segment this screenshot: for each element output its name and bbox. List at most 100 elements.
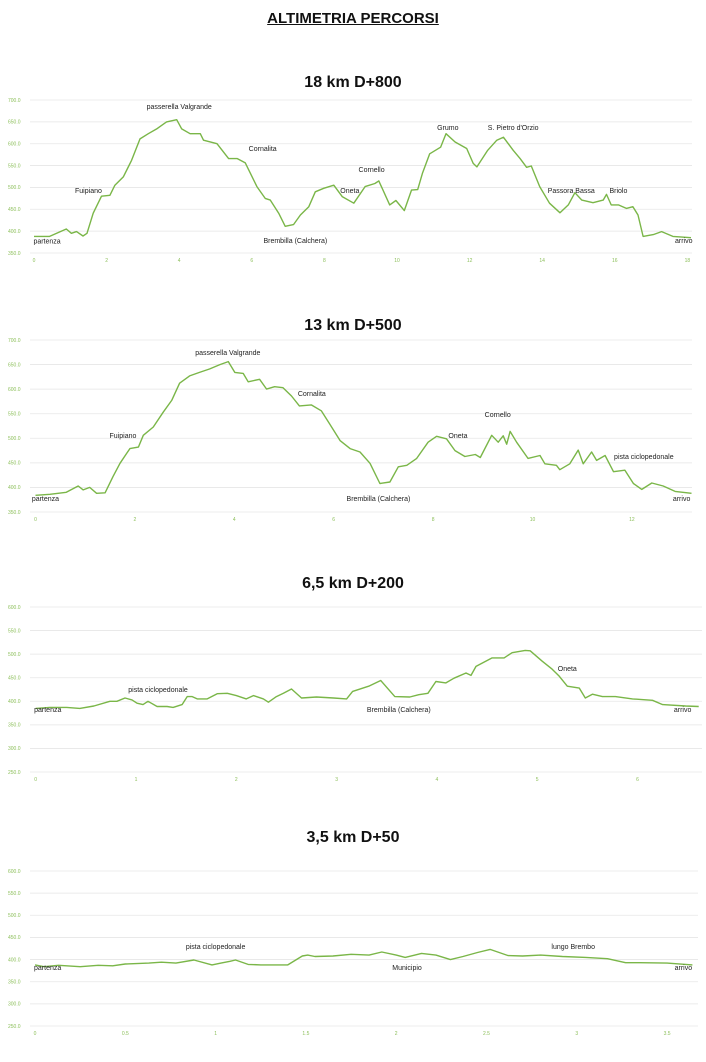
y-tick-label: 600.0 [8,142,21,148]
y-tick-label: 250.0 [8,770,21,776]
elevation-line [34,948,693,968]
waypoint-label: Oneta [558,666,577,673]
waypoint-label: Cornello [485,412,511,419]
y-tick-label: 250.0 [8,1024,21,1030]
y-tick-label: 600.0 [8,869,21,875]
y-tick-label: 500.0 [8,913,21,919]
y-tick-label: 550.0 [8,891,21,897]
waypoint-label: Oneta [448,433,467,440]
x-tick-label: 10 [530,517,536,523]
waypoint-label: pista ciclopedonale [186,944,246,951]
y-tick-label: 350.0 [8,510,21,516]
x-tick-label: 2 [105,258,108,264]
waypoint-label: pista ciclopedonale [614,454,674,461]
waypoint-label: arrivo [674,707,692,714]
waypoint-label: Brembilla (Calchera) [263,238,327,245]
x-tick-label: 3.5 [664,1031,671,1037]
x-tick-label: 4 [436,777,439,783]
x-tick-label: 2 [235,777,238,783]
chart-title-13km: 13 km D+500 [304,317,402,334]
y-tick-label: 450.0 [8,676,21,682]
y-tick-label: 700.0 [8,338,21,344]
waypoint-label: passerella Valgrande [147,104,212,111]
y-tick-label: 650.0 [8,362,21,368]
y-tick-label: 600.0 [8,605,21,611]
waypoint-label: partenza [32,496,59,503]
y-tick-label: 400.0 [8,699,21,705]
y-tick-label: 400.0 [8,485,21,491]
x-tick-label: 3 [575,1031,578,1037]
waypoint-label: partenza [34,965,61,972]
waypoint-label: Oneta [340,188,359,195]
x-tick-label: 5 [536,777,539,783]
y-tick-label: 650.0 [8,120,21,126]
waypoint-label: pista ciclopedonale [128,687,188,694]
waypoint-label: Cornello [359,167,385,174]
x-tick-label: 1.5 [302,1031,309,1037]
x-tick-label: 12 [467,258,473,264]
waypoint-label: Brembilla (Calchera) [367,707,431,714]
waypoint-label: Brembilla (Calchera) [347,496,411,503]
x-tick-label: 8 [323,258,326,264]
x-tick-label: 0 [33,258,36,264]
waypoint-label: Fuipiano [110,433,137,440]
y-tick-label: 300.0 [8,746,21,752]
x-tick-label: 8 [432,517,435,523]
chart-title-6-5km: 6,5 km D+200 [302,575,404,592]
waypoint-label: Fuipiano [75,188,102,195]
x-tick-label: 2 [395,1031,398,1037]
y-tick-label: 400.0 [8,957,21,963]
y-tick-label: 550.0 [8,163,21,169]
waypoint-label: Cornalita [249,146,277,153]
page-title: ALTIMETRIA PERCORSI [267,10,439,27]
x-tick-label: 6 [636,777,639,783]
y-tick-label: 600.0 [8,387,21,393]
y-tick-label: 350.0 [8,251,21,257]
y-tick-label: 500.0 [8,185,21,191]
y-tick-label: 450.0 [8,207,21,213]
x-tick-label: 14 [539,258,545,264]
x-tick-label: 0 [34,517,37,523]
x-tick-label: 2 [134,517,137,523]
y-tick-label: 500.0 [8,436,21,442]
y-tick-label: 350.0 [8,723,21,729]
x-tick-label: 4 [178,258,181,264]
chart-title-3-5km: 3,5 km D+50 [306,829,400,846]
x-tick-label: 12 [629,517,635,523]
y-tick-label: 350.0 [8,980,21,986]
waypoint-label: partenza [33,238,60,245]
elevation-line [34,118,692,239]
x-tick-label: 1 [135,777,138,783]
y-tick-label: 300.0 [8,1002,21,1008]
y-tick-label: 500.0 [8,652,21,658]
waypoint-label: Grumo [437,125,459,132]
waypoint-label: Briolo [609,188,627,195]
x-tick-label: 16 [612,258,618,264]
waypoint-label: S. Pietro d'Orzio [488,125,539,132]
waypoint-label: arrivo [675,965,693,972]
waypoint-label: passerella Valgrande [195,350,260,357]
elevation-line [35,360,692,496]
y-tick-label: 450.0 [8,461,21,467]
y-tick-label: 700.0 [8,98,21,104]
elevation-line [35,649,699,710]
x-tick-label: 18 [685,258,691,264]
y-tick-label: 400.0 [8,229,21,235]
x-tick-label: 6 [250,258,253,264]
y-tick-label: 450.0 [8,935,21,941]
y-tick-label: 550.0 [8,412,21,418]
waypoint-label: Cornalita [298,391,326,398]
x-tick-label: 4 [233,517,236,523]
waypoint-label: lungo Brembo [551,944,595,951]
x-tick-label: 6 [332,517,335,523]
x-tick-label: 0.5 [122,1031,129,1037]
x-tick-label: 1 [214,1031,217,1037]
waypoint-label: Municipio [392,965,422,972]
y-tick-label: 550.0 [8,628,21,634]
x-tick-label: 2.5 [483,1031,490,1037]
x-tick-label: 3 [335,777,338,783]
